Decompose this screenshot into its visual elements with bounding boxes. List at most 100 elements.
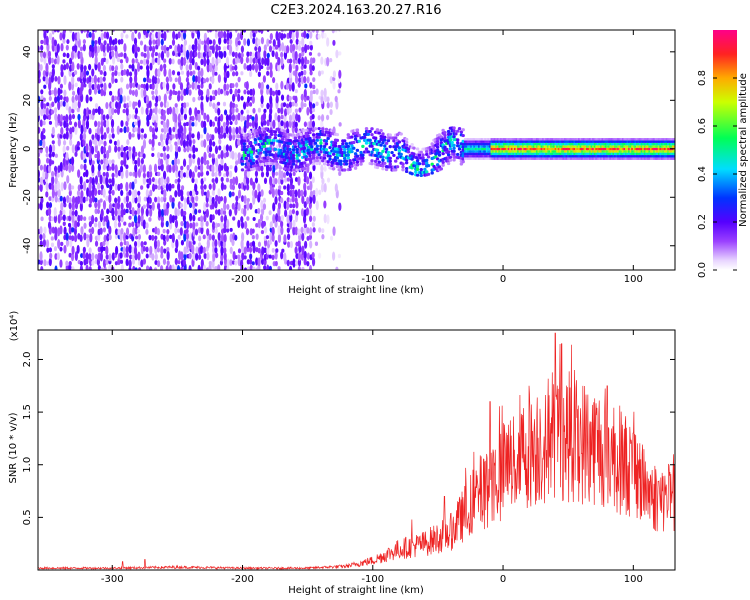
spectrogram-cell bbox=[148, 78, 152, 84]
spectrogram-cell bbox=[308, 154, 312, 158]
spectrogram-cell bbox=[122, 108, 126, 114]
spectrogram-cell bbox=[478, 140, 481, 143]
spectrogram-cell bbox=[648, 145, 651, 148]
spectrogram-cell bbox=[634, 155, 637, 158]
spectrogram-cell bbox=[598, 142, 601, 146]
spectrogram-cell bbox=[71, 61, 75, 72]
spectrogram-cell bbox=[576, 150, 579, 153]
spectrogram-cell bbox=[556, 142, 559, 146]
spectrogram-cell bbox=[599, 150, 603, 153]
spectrogram-cell bbox=[312, 84, 316, 90]
spectrogram-cell bbox=[99, 242, 104, 247]
spectrogram-cell bbox=[279, 157, 283, 161]
spectrogram-cell bbox=[200, 58, 204, 66]
spectrogram-cell bbox=[172, 30, 176, 40]
spectrogram-cell bbox=[62, 115, 66, 121]
spectrogram-cell bbox=[338, 202, 342, 211]
spectrogram-cell bbox=[649, 142, 653, 146]
spectrogram-cell bbox=[88, 63, 92, 71]
spectrogram-cell bbox=[499, 147, 503, 151]
spectrogram-cell bbox=[149, 189, 153, 197]
spectrogram-cell bbox=[68, 106, 72, 115]
spectrogram-cell bbox=[507, 155, 510, 158]
spectrogram-cell bbox=[645, 138, 648, 141]
spectrogram-cell bbox=[168, 183, 172, 192]
spectrogram-cell bbox=[518, 145, 521, 148]
spectrogram-cell bbox=[242, 101, 247, 110]
spectrogram-cell bbox=[183, 122, 187, 127]
spectrogram-cell bbox=[665, 150, 668, 153]
spectrogram-cell bbox=[143, 196, 147, 202]
spectrogram-cell bbox=[654, 138, 657, 141]
spectrogram-cell bbox=[111, 55, 116, 65]
spectrogram-cell bbox=[172, 83, 176, 90]
spectrogram-cell bbox=[482, 145, 485, 148]
spectrogram-cell bbox=[471, 152, 474, 156]
spectrogram-cell bbox=[482, 150, 485, 153]
spectrogram-cell bbox=[492, 152, 495, 156]
spectrogram-cell bbox=[129, 171, 133, 177]
spectrogram-cell bbox=[465, 150, 468, 153]
spectrogram-cell bbox=[202, 264, 207, 270]
spectrogram-cell bbox=[252, 37, 256, 45]
spectrogram-cell bbox=[234, 176, 239, 186]
spectrogram-cell bbox=[160, 245, 164, 255]
spectrogram-cell bbox=[145, 265, 150, 270]
spectrogram-cell bbox=[303, 182, 307, 191]
spectrogram-cell bbox=[38, 107, 41, 116]
spectrogram-y-tick-label: 20 bbox=[22, 94, 33, 107]
spectrogram-cell bbox=[324, 139, 329, 143]
spectrogram-cell bbox=[578, 152, 581, 156]
spectrogram-cell bbox=[531, 150, 534, 153]
spectrogram-cell bbox=[517, 138, 520, 141]
spectrogram-cell bbox=[132, 82, 136, 88]
spectrogram-cell bbox=[51, 188, 56, 199]
spectrogram-cell bbox=[620, 152, 623, 156]
spectrogram-cell bbox=[585, 157, 589, 160]
spectrogram-cell bbox=[521, 147, 525, 151]
spectrogram-cell bbox=[252, 107, 256, 114]
spectrogram-cell bbox=[126, 126, 130, 133]
spectrogram-cell bbox=[624, 145, 628, 148]
spectrogram-cell bbox=[154, 178, 158, 185]
spectrogram-cell bbox=[478, 142, 481, 146]
spectrogram-cell bbox=[593, 138, 596, 141]
spectrogram-cell bbox=[568, 140, 571, 143]
spectrogram-cell bbox=[654, 157, 657, 160]
spectrogram-cell bbox=[493, 147, 496, 151]
spectrogram-cell bbox=[53, 58, 58, 65]
spectrogram-cell bbox=[576, 138, 579, 141]
spectrogram-cell bbox=[667, 138, 670, 141]
spectrogram-cell bbox=[148, 204, 153, 209]
spectrogram-cell bbox=[631, 147, 634, 151]
spectrogram-cell bbox=[366, 150, 371, 154]
spectrogram-cell bbox=[503, 147, 506, 151]
spectrogram-cell bbox=[217, 107, 221, 116]
spectrogram-cell bbox=[274, 260, 278, 267]
spectrogram-cell bbox=[97, 77, 101, 83]
spectrogram-cell bbox=[473, 150, 476, 153]
spectrogram-cell bbox=[229, 170, 233, 178]
spectrogram-cell bbox=[97, 105, 101, 115]
spectrogram-cell bbox=[609, 140, 612, 143]
spectrogram-cell bbox=[623, 150, 626, 153]
spectrogram-cell bbox=[468, 155, 471, 158]
spectrogram-x-ticks: -300 -200 -100 0 100 bbox=[101, 30, 643, 285]
spectrogram-cell bbox=[623, 142, 626, 146]
spectrogram-cell bbox=[560, 145, 564, 148]
spectrogram-cell bbox=[298, 107, 302, 113]
spectrogram-cell bbox=[283, 177, 288, 183]
spectrogram-cell bbox=[615, 152, 618, 156]
spectrogram-cell bbox=[300, 226, 304, 234]
spectrogram-x-tick-label: 0 bbox=[500, 274, 506, 285]
spectrogram-cell bbox=[108, 190, 112, 195]
spectrogram-cell bbox=[323, 165, 327, 172]
spectrogram-cell bbox=[192, 221, 196, 230]
spectrogram-cell bbox=[159, 158, 164, 166]
spectrogram-cell bbox=[587, 140, 590, 143]
spectrogram-cell bbox=[257, 30, 261, 33]
spectrogram-cell bbox=[166, 132, 170, 141]
spectrogram-cell bbox=[590, 155, 593, 158]
spectrogram-cell bbox=[304, 83, 308, 89]
spectrogram-cell bbox=[660, 147, 664, 151]
